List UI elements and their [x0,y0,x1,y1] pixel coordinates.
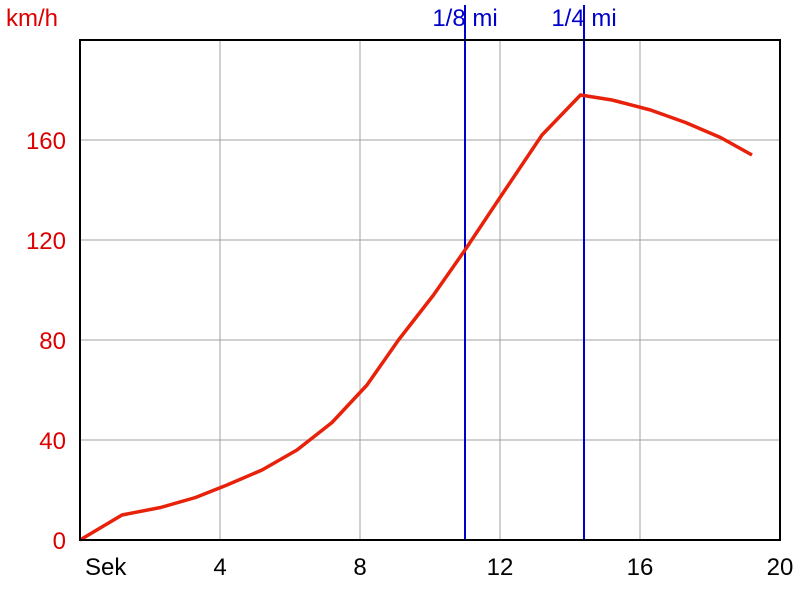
grid [80,40,780,540]
y-axis-ticks: 0 40 80 120 160 [26,128,66,555]
x-tick-label: 4 [213,554,226,581]
x-tick-label: 20 [767,554,794,581]
distance-marker-label: 1/8 mi [432,5,497,32]
distance-marker-label: 1/4 mi [551,5,616,32]
x-axis-ticks: 4 8 12 16 20 [213,554,793,581]
y-tick-label: 40 [39,428,66,455]
x-tick-label: 12 [487,554,514,581]
x-axis-label: Sek [85,554,127,581]
y-tick-label: 120 [26,228,66,255]
y-tick-label: 80 [39,328,66,355]
speed-line [79,93,753,542]
y-tick-label: 0 [53,528,66,555]
distance-markers: 1/8 mi 1/4 mi [432,5,617,540]
speed-series [79,93,753,542]
x-tick-label: 16 [627,554,654,581]
y-axis-label: km/h [6,5,58,32]
y-tick-label: 160 [26,128,66,155]
plot-frame [79,39,781,541]
x-tick-label: 8 [353,554,366,581]
